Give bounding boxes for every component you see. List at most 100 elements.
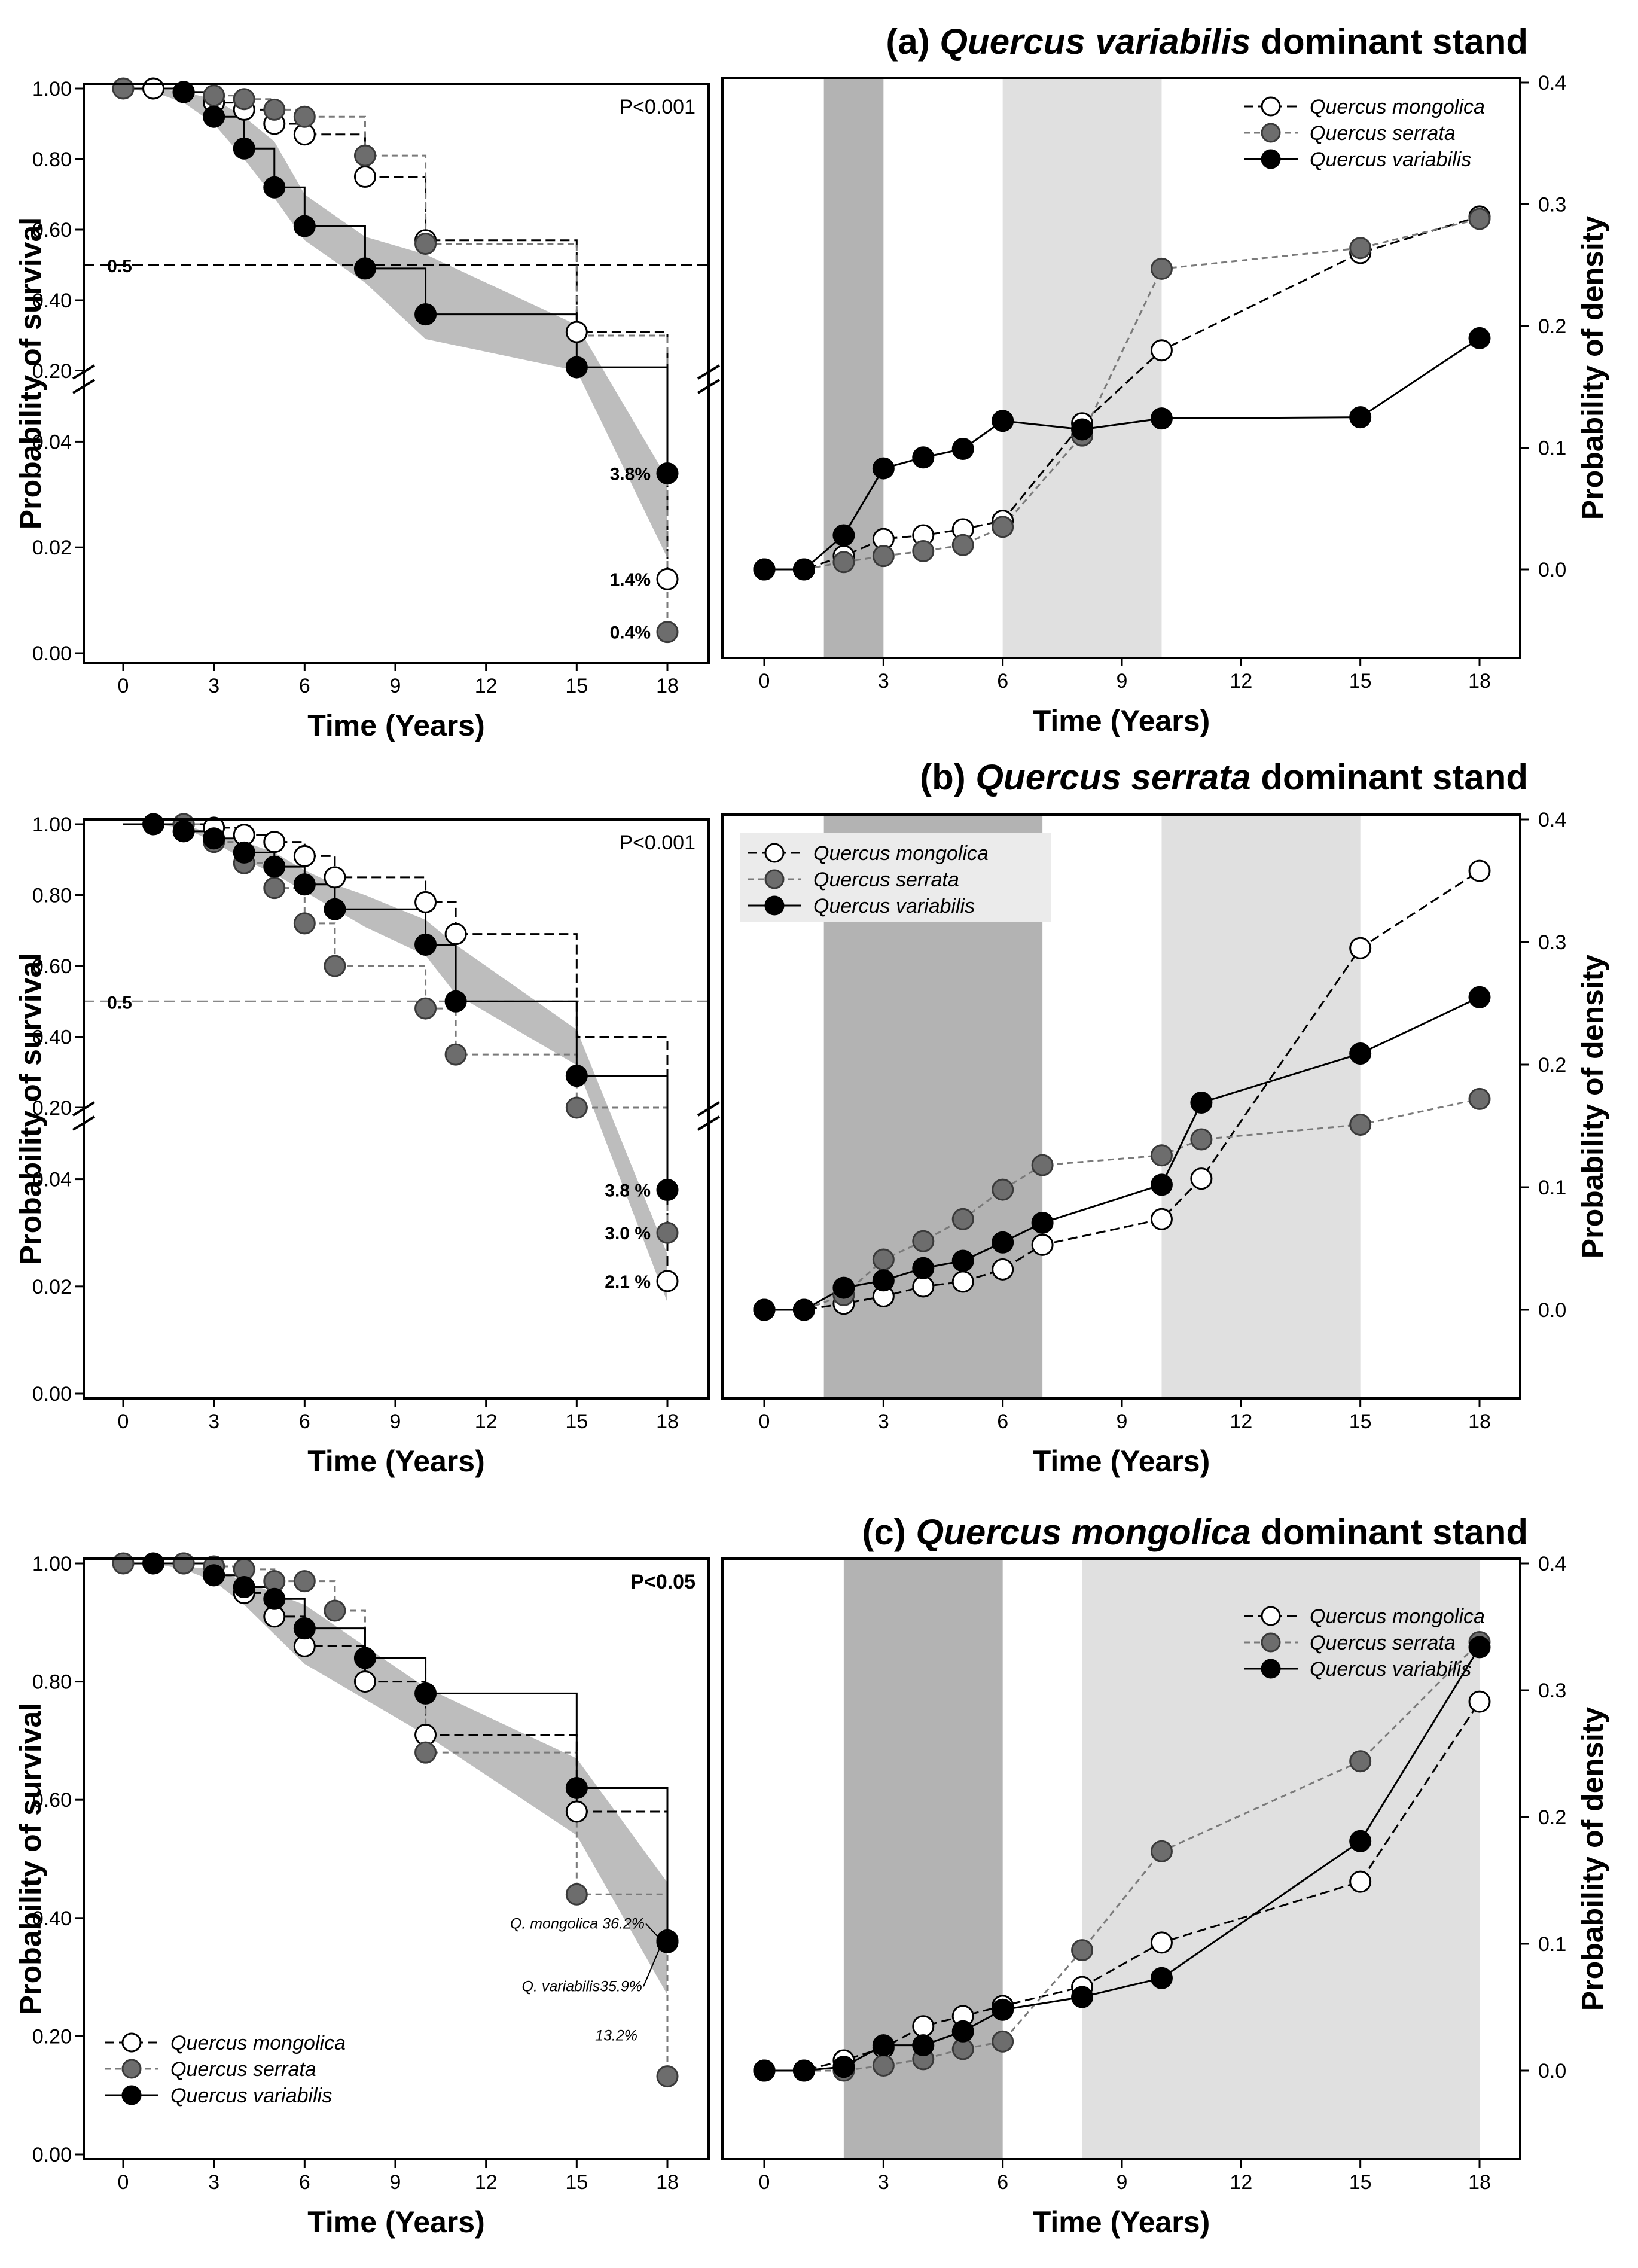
c-survival-end-label: Q. variabilis35.9% bbox=[522, 1978, 642, 1995]
a-survival-point bbox=[353, 144, 376, 167]
a-density-legend-label: Quercus mongolica bbox=[1310, 96, 1485, 118]
b-survival-p-value: P<0.001 bbox=[619, 831, 696, 854]
b-survival-y-tick-label: 0.40 bbox=[32, 1026, 72, 1049]
c-survival-y-tick-label: 0.40 bbox=[32, 1907, 72, 1930]
b-survival-plot-frame bbox=[83, 818, 710, 1400]
c-density-shaded-region bbox=[1082, 1560, 1480, 2158]
c-survival-point bbox=[353, 1647, 376, 1669]
a-density-x-tick-label: 15 bbox=[1349, 670, 1372, 693]
c-density-y-tick-label: 0.4 bbox=[1538, 1553, 1566, 1575]
c-density-point bbox=[1071, 1939, 1094, 1962]
c-survival-point bbox=[233, 1576, 255, 1599]
c-density-plot-frame bbox=[721, 1557, 1521, 2160]
c-survival-point bbox=[203, 1564, 225, 1587]
c-density-point bbox=[992, 2030, 1014, 2053]
b-survival-point bbox=[414, 997, 437, 1020]
a-survival-y-tick-label: 0.80 bbox=[32, 148, 72, 171]
c-survival-point bbox=[414, 1741, 437, 1764]
b-survival-point bbox=[565, 1065, 588, 1087]
a-survival-point bbox=[203, 105, 225, 128]
b-density-legend-marker bbox=[764, 843, 785, 863]
b-survival-point bbox=[414, 891, 437, 913]
a-density-point bbox=[832, 551, 855, 574]
b-survival-end-label: 3.8 % bbox=[605, 1181, 651, 1201]
c-density-point bbox=[1150, 1967, 1173, 1989]
b-density-point bbox=[912, 1230, 935, 1252]
c-survival-point bbox=[293, 1617, 316, 1640]
a-density-point bbox=[872, 545, 895, 568]
a-survival-x-tick-label: 0 bbox=[118, 675, 129, 697]
c-density-point bbox=[1349, 1870, 1372, 1893]
a-density-point bbox=[992, 516, 1014, 538]
a-density-x-tick-label: 18 bbox=[1468, 670, 1491, 693]
c-survival-panel-title: (c) Quercus mongolica dominant stand bbox=[862, 1512, 1528, 1552]
a-density-legend-marker bbox=[1261, 96, 1281, 117]
b-survival-y-tick-label: 0.20 bbox=[32, 1097, 72, 1120]
a-density-point bbox=[832, 524, 855, 547]
b-survival-point bbox=[444, 923, 467, 946]
c-density-point bbox=[1468, 1636, 1491, 1659]
c-survival-point bbox=[142, 1552, 165, 1575]
c-survival-point bbox=[112, 1552, 135, 1575]
c-survival-y-axis-label: Probability of survival bbox=[14, 1703, 47, 2015]
c-survival-x-tick-label: 12 bbox=[475, 2171, 498, 2194]
c-survival-end-label-leader bbox=[643, 1946, 661, 1987]
a-density-chart: 0.0 0.1 0.2 0.3 0.4 Probability of density bbox=[753, 72, 1609, 657]
a-survival-p-value: P<0.001 bbox=[619, 96, 696, 118]
c-survival-legend-label: Quercus variabilis bbox=[170, 2084, 332, 2107]
b-survival-point bbox=[414, 933, 437, 956]
a-density-y-tick-label: 0.4 bbox=[1538, 72, 1566, 94]
b-density-point bbox=[1150, 1144, 1173, 1167]
c-density-point bbox=[1071, 1986, 1094, 2008]
a-density-point bbox=[1071, 418, 1094, 441]
c-survival-point bbox=[324, 1599, 346, 1622]
c-survival-point bbox=[293, 1570, 316, 1593]
c-density-point bbox=[912, 2015, 935, 2038]
c-density-point bbox=[1349, 1830, 1372, 1852]
c-density-legend-label: Quercus mongolica bbox=[1310, 1605, 1485, 1628]
a-density-point bbox=[1150, 407, 1173, 430]
c-survival-plot-frame bbox=[83, 1557, 710, 2160]
a-density-legend-label: Quercus serrata bbox=[1310, 122, 1456, 145]
b-survival-step-line bbox=[123, 823, 669, 1233]
c-survival-point bbox=[565, 1883, 588, 1906]
b-density-y-axis-label: Probability of density bbox=[1576, 955, 1609, 1259]
b-survival-x-tick-label: 12 bbox=[475, 1410, 498, 1433]
c-density-x-tick-label: 15 bbox=[1349, 2171, 1372, 2194]
b-density-y-tick-label: 0.4 bbox=[1538, 809, 1566, 831]
b-survival-x-axis-label: Time (Years) bbox=[307, 1444, 484, 1478]
b-density-y-tick-label: 0.2 bbox=[1538, 1054, 1566, 1077]
a-survival-y-axis-label: Probability of survival bbox=[14, 217, 47, 529]
a-survival-y-tick-label: 0.00 bbox=[32, 642, 72, 665]
c-density-y-tick-label: 0.3 bbox=[1538, 1679, 1566, 1702]
b-survival-confidence-band bbox=[123, 824, 667, 1303]
a-survival-y-tick-label: 0.40 bbox=[32, 289, 72, 312]
a-density-y-tick-label: 0.0 bbox=[1538, 559, 1566, 581]
c-survival-x-tick-label: 3 bbox=[208, 2171, 219, 2194]
a-survival-point bbox=[565, 356, 588, 379]
a-density-y-axis-label: Probability of density bbox=[1576, 216, 1609, 520]
b-density-point bbox=[992, 1231, 1014, 1254]
a-survival-x-tick-label: 9 bbox=[390, 675, 401, 697]
a-survival-y-tick-label: 0.02 bbox=[32, 536, 72, 559]
a-density-x-tick-label: 6 bbox=[997, 670, 1008, 693]
a-density-x-axis-label: Time (Years) bbox=[1033, 704, 1210, 737]
b-survival-reference-label: 0.5 bbox=[107, 993, 132, 1013]
c-survival-y-tick-label: 0.00 bbox=[32, 2144, 72, 2166]
b-density-x-tick-label: 6 bbox=[997, 1410, 1008, 1433]
b-density-legend-marker bbox=[764, 895, 785, 916]
b-density-point bbox=[1031, 1154, 1054, 1176]
c-survival-step-line bbox=[123, 1562, 669, 1943]
a-density-legend-marker bbox=[1261, 149, 1281, 169]
c-density-legend-marker bbox=[1261, 1632, 1281, 1653]
c-survival-point bbox=[565, 1800, 588, 1823]
c-density-legend-marker bbox=[1261, 1606, 1281, 1626]
b-density-point bbox=[1031, 1211, 1054, 1234]
c-density-x-tick-label: 3 bbox=[878, 2171, 889, 2194]
a-survival-end-label: 0.4% bbox=[610, 623, 651, 643]
a-survival-point bbox=[263, 176, 286, 199]
b-density-x-tick-label: 12 bbox=[1230, 1410, 1252, 1433]
a-survival-point bbox=[565, 321, 588, 343]
c-density-point bbox=[872, 2054, 895, 2077]
c-survival-end-label: Q. mongolica 36.2% bbox=[510, 1915, 645, 1932]
